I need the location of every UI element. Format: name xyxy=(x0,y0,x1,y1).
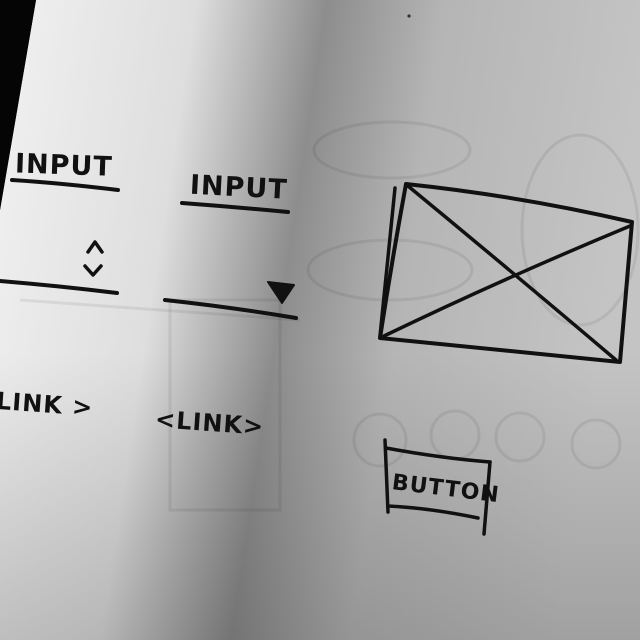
input-field-left[interactable]: INPUT xyxy=(10,148,120,192)
pen-dot xyxy=(407,14,411,18)
triangle-down-icon[interactable] xyxy=(267,281,295,304)
input-label-left: INPUT xyxy=(14,148,113,182)
dropdown-field-baseline xyxy=(163,298,298,320)
input-label-underline-right xyxy=(180,201,290,214)
input-label-underline-left xyxy=(10,178,120,192)
up-down-chevron-icon[interactable] xyxy=(83,240,104,277)
stepper-field-baseline xyxy=(0,279,119,295)
dropdown-field[interactable] xyxy=(163,281,298,320)
paper-corner xyxy=(0,0,36,210)
number-stepper-field[interactable] xyxy=(0,240,119,295)
link-left[interactable]: LINK > xyxy=(0,387,94,422)
input-label-right: INPUT xyxy=(189,170,288,206)
image-placeholder-x-icon xyxy=(378,182,634,364)
input-field-right[interactable]: INPUT xyxy=(180,170,290,214)
